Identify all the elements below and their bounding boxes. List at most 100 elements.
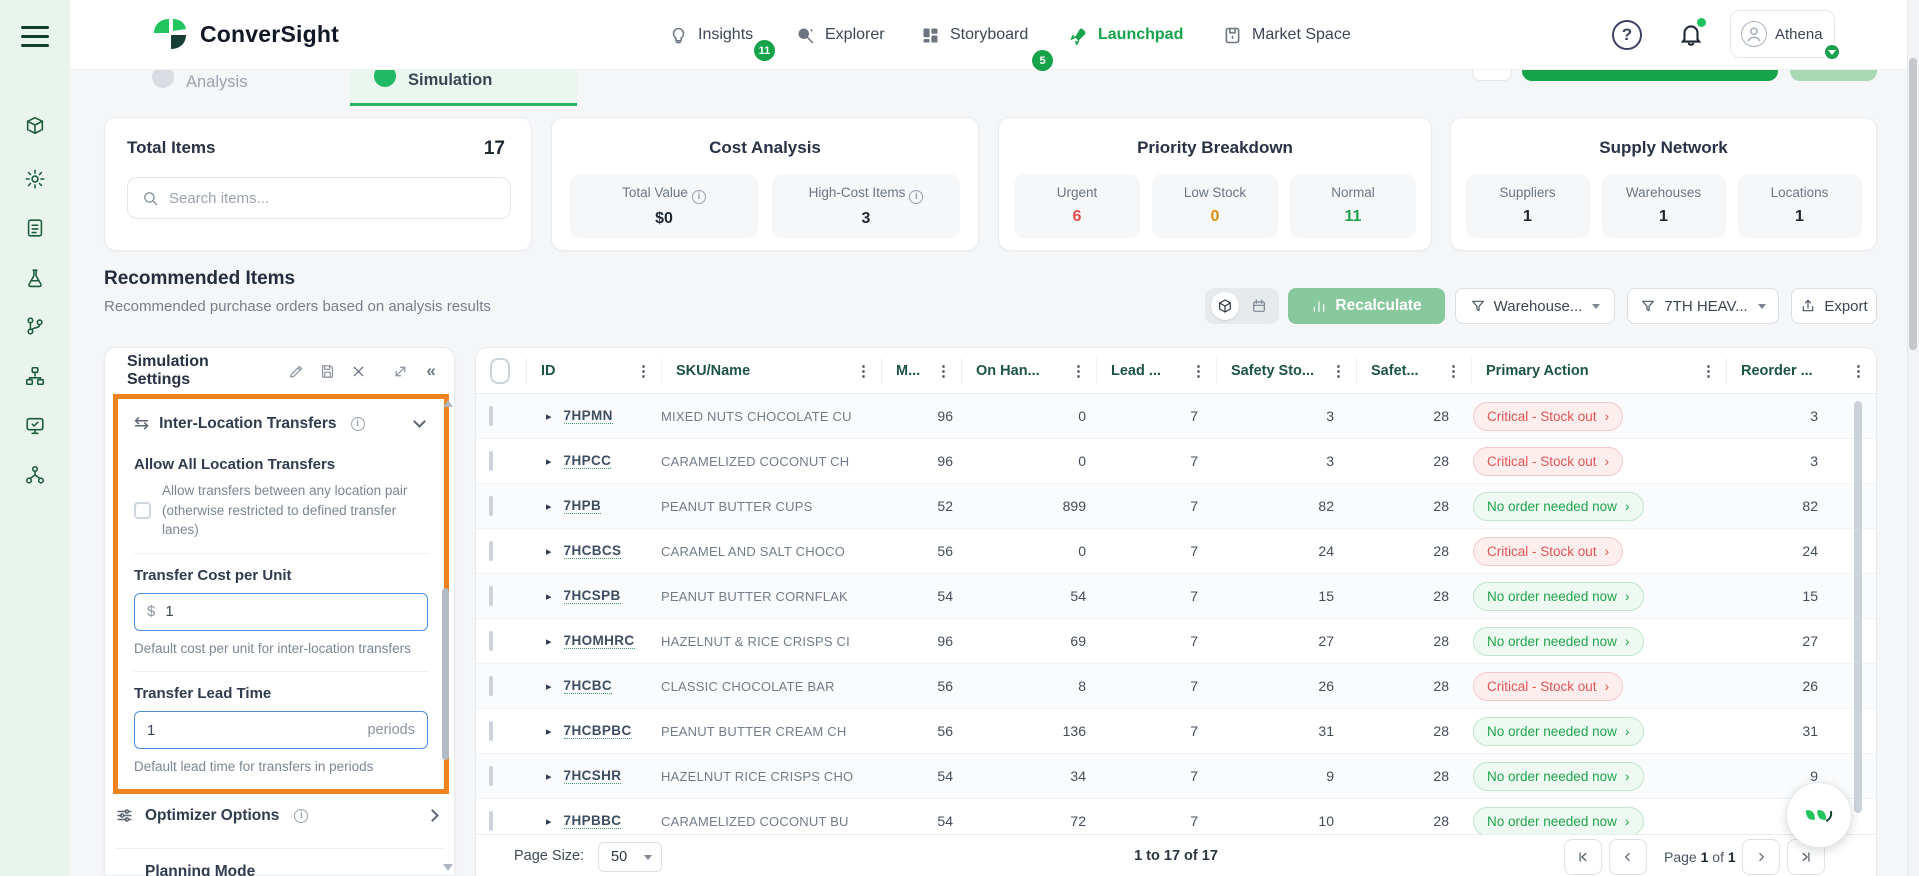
item-id-link[interactable]: 7HOMHRC <box>563 633 635 649</box>
expand-row-icon[interactable]: ▸ <box>546 590 552 603</box>
select-all-checkbox[interactable] <box>490 357 510 384</box>
items-search[interactable] <box>127 177 511 219</box>
brand-logo[interactable]: ConverSight <box>150 14 339 54</box>
nav-market-space[interactable]: Market Space <box>1222 0 1351 70</box>
info-icon[interactable] <box>294 808 309 823</box>
expand-row-icon[interactable]: ▸ <box>546 500 552 513</box>
table-row[interactable]: ▸ 7HPCC CARAMELIZED COCONUT CH 96 0 7 3 … <box>476 439 1876 484</box>
inter-location-header[interactable]: ⇆ Inter-Location Transfers <box>134 413 428 434</box>
help-icon[interactable]: ? <box>1612 20 1642 50</box>
nav-insights[interactable]: Insights 11 <box>668 0 775 70</box>
item-id-link[interactable]: 7HPCC <box>563 453 612 469</box>
column-header-safety2[interactable]: Safet... ⋮ <box>1356 357 1471 384</box>
column-menu-icon[interactable]: ⋮ <box>1701 362 1716 380</box>
recalculate-button[interactable]: Recalculate <box>1288 288 1445 324</box>
expand-row-icon[interactable]: ▸ <box>546 410 552 423</box>
item-id-link[interactable]: 7HCBCS <box>563 543 622 559</box>
panel-scroll-down-icon[interactable] <box>443 864 453 871</box>
column-header-on-hand[interactable]: On Han... ⋮ <box>961 357 1096 384</box>
table-scrollbar[interactable] <box>1854 401 1862 813</box>
row-checkbox[interactable] <box>489 676 493 696</box>
page-size-select[interactable]: 50 <box>598 842 662 872</box>
column-header-sku[interactable]: SKU/Name ⋮ <box>661 357 881 384</box>
info-icon[interactable] <box>909 189 924 204</box>
tab-analysis[interactable]: Analysis <box>128 58 271 106</box>
chat-assistant-button[interactable] <box>1786 782 1852 848</box>
network-sitemap-icon[interactable] <box>24 365 46 387</box>
row-checkbox[interactable] <box>489 586 493 606</box>
notifications-bell-icon[interactable] <box>1678 18 1706 48</box>
settings-gear-icon[interactable] <box>24 168 46 190</box>
transfer-lead-field[interactable]: periods <box>134 711 428 750</box>
table-row[interactable]: ▸ 7HCBC CLASSIC CHOCOLATE BAR 56 8 7 26 … <box>476 664 1876 709</box>
column-menu-icon[interactable]: ⋮ <box>636 362 651 380</box>
expand-row-icon[interactable]: ▸ <box>546 545 552 558</box>
planning-mode-section[interactable]: Planning Mode <box>115 863 445 876</box>
grid-view-option[interactable] <box>1211 292 1239 320</box>
item-id-link[interactable]: 7HCBC <box>563 678 613 694</box>
item-id-link[interactable]: 7HCBPBC <box>563 723 632 739</box>
monitor-check-icon[interactable] <box>24 415 46 437</box>
expand-row-icon[interactable]: ▸ <box>546 725 552 738</box>
item-id-link[interactable]: 7HPB <box>563 498 602 514</box>
primary-action-badge[interactable]: No order needed now › <box>1473 761 1644 791</box>
save-icon[interactable] <box>319 362 337 380</box>
transfer-cost-input[interactable] <box>165 603 415 621</box>
table-row[interactable]: ▸ 7HCBPBC PEANUT BUTTER CREAM CH 56 136 … <box>476 709 1876 754</box>
expand-row-icon[interactable]: ▸ <box>546 635 552 648</box>
primary-action-badge[interactable]: Critical - Stock out › <box>1473 671 1624 701</box>
git-branch-icon[interactable] <box>24 315 46 337</box>
nav-launchpad[interactable]: Launchpad <box>1068 0 1183 70</box>
primary-action-badge[interactable]: No order needed now › <box>1473 716 1644 746</box>
next-page-button[interactable] <box>1742 839 1780 875</box>
expand-row-icon[interactable]: ▸ <box>546 815 552 828</box>
column-header-primary-action[interactable]: Primary Action ⋮ <box>1471 357 1726 384</box>
item-id-link[interactable]: 7HPBBC <box>563 813 622 829</box>
row-checkbox[interactable] <box>489 406 493 426</box>
column-header-reorder[interactable]: Reorder ... ⋮ <box>1726 357 1876 384</box>
user-menu[interactable]: Athena <box>1730 10 1841 61</box>
nav-storyboard[interactable]: Storyboard 5 <box>920 0 1053 71</box>
calendar-view-option[interactable] <box>1245 292 1273 320</box>
column-menu-icon[interactable]: ⋮ <box>1071 362 1086 380</box>
search-input[interactable] <box>169 189 469 207</box>
table-row[interactable]: ▸ 7HPMN MIXED NUTS CHOCOLATE CU 96 0 7 3… <box>476 394 1876 439</box>
column-menu-icon[interactable]: ⋮ <box>1446 362 1461 380</box>
transfer-lead-input[interactable] <box>147 721 358 739</box>
column-menu-icon[interactable]: ⋮ <box>1191 362 1206 380</box>
primary-action-badge[interactable]: No order needed now › <box>1473 491 1644 521</box>
page-scrollbar-thumb[interactable] <box>1909 58 1917 350</box>
primary-action-badge[interactable]: No order needed now › <box>1473 626 1644 656</box>
primary-action-badge[interactable]: No order needed now › <box>1473 806 1644 834</box>
item-id-link[interactable]: 7HPMN <box>563 408 613 424</box>
info-icon[interactable] <box>350 416 365 431</box>
item-filter-dropdown[interactable]: 7TH HEAV... <box>1627 288 1779 324</box>
primary-action-badge[interactable]: Critical - Stock out › <box>1473 536 1624 566</box>
first-page-button[interactable] <box>1564 839 1602 875</box>
column-menu-icon[interactable]: ⋮ <box>856 362 871 380</box>
table-row[interactable]: ▸ 7HPBBC CARAMELIZED COCONUT BU 54 72 7 … <box>476 799 1876 834</box>
edit-pencil-icon[interactable] <box>288 362 306 380</box>
table-row[interactable]: ▸ 7HCBCS CARAMEL AND SALT CHOCO 56 0 7 2… <box>476 529 1876 574</box>
column-header-moq[interactable]: M... ⋮ <box>881 357 961 384</box>
item-id-link[interactable]: 7HCSPB <box>563 588 621 604</box>
view-mode-toggle[interactable] <box>1205 288 1279 324</box>
row-checkbox[interactable] <box>489 451 493 471</box>
info-icon[interactable] <box>691 189 706 204</box>
allow-transfers-checkbox[interactable] <box>134 501 151 519</box>
row-checkbox[interactable] <box>489 631 493 651</box>
previous-page-button[interactable] <box>1609 839 1647 875</box>
table-row[interactable]: ▸ 7HOMHRC HAZELNUT & RICE CRISPS CI 96 6… <box>476 619 1876 664</box>
table-row[interactable]: ▸ 7HCSPB PEANUT BUTTER CORNFLAK 54 54 7 … <box>476 574 1876 619</box>
expand-row-icon[interactable]: ▸ <box>546 770 552 783</box>
nav-explorer[interactable]: Explorer <box>795 0 885 70</box>
primary-action-badge[interactable]: Critical - Stock out › <box>1473 401 1624 431</box>
chevron-down-icon[interactable] <box>413 415 426 428</box>
row-checkbox[interactable] <box>489 766 493 786</box>
flask-icon[interactable] <box>24 267 46 289</box>
warehouse-filter-dropdown[interactable]: Warehouse... <box>1455 288 1615 324</box>
column-menu-icon[interactable]: ⋮ <box>1851 362 1866 380</box>
hamburger-menu-icon[interactable] <box>21 26 49 53</box>
hierarchy-icon[interactable] <box>24 464 46 486</box>
row-checkbox[interactable] <box>489 496 493 516</box>
